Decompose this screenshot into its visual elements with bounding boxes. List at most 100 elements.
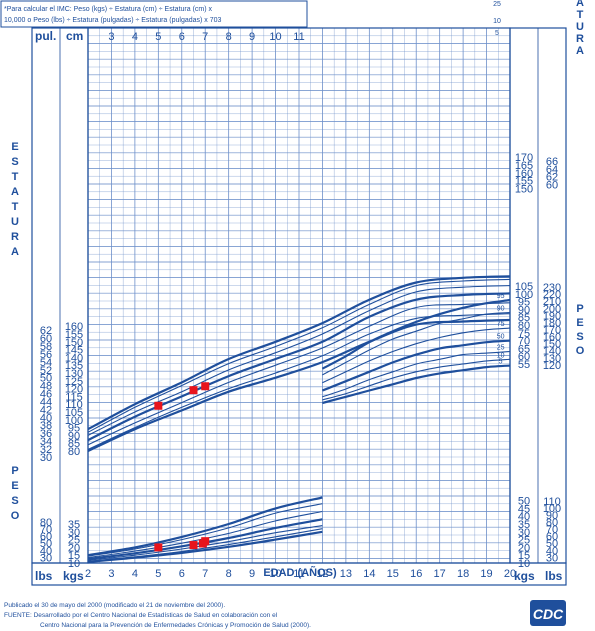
stature-in-tick: 44 [40, 396, 52, 408]
stature-curve-p90 [87, 278, 511, 433]
svg-text:A: A [11, 186, 19, 198]
stature-curve-p10 [87, 313, 511, 450]
stature-cm-tick: 125 [65, 376, 83, 388]
weight-kg-tick-right-lower: 25 [518, 535, 530, 547]
weight-lb-tick-right: 150 [543, 339, 561, 351]
age-tick-bottom: 4 [132, 568, 138, 580]
age-tick-bottom: 11 [293, 568, 304, 580]
estatura-left-label: E S T A T U R A [11, 141, 19, 258]
stature-cm-tick-right: 160 [515, 168, 533, 180]
weight-kg-tick-left: 20 [68, 542, 80, 554]
svg-text:U: U [11, 216, 19, 228]
age-tick-top: 7 [202, 31, 208, 43]
weight-kg-tick-left: 30 [68, 527, 80, 539]
weight-lb-tick-right-lower: 50 [546, 538, 558, 550]
age-tick-bottom: 14 [363, 568, 375, 580]
weight-kg-tick-right-lower: 35 [518, 519, 530, 531]
svg-text:S: S [576, 331, 583, 343]
age-tick-bottom: 17 [434, 568, 446, 580]
svg-text:O: O [11, 510, 20, 522]
age-tick-top: 3 [108, 31, 114, 43]
weight-measurement [189, 541, 198, 550]
weight-percentile-label: 50 [497, 334, 505, 341]
stature-in-tick: 32 [40, 444, 52, 456]
peso-right-label: P E S O [576, 303, 585, 357]
svg-text:E: E [576, 317, 583, 329]
kgs-unit-label-right: kgs [514, 569, 535, 583]
svg-text:T: T [12, 171, 19, 183]
weight-kg-tick-left: 25 [68, 535, 80, 547]
stature-in-tick: 58 [40, 341, 52, 353]
stature-in-tick: 62 [40, 325, 52, 337]
weight-lb-tick-right: 180 [543, 317, 561, 329]
bmi-note: *Para calcular el IMC: Peso (kgs) ÷ Esta… [0, 0, 308, 28]
age-tick-bottom: 16 [410, 568, 422, 580]
stature-cm-tick-right: 155 [515, 176, 533, 188]
weight-curve-lower-p90 [87, 503, 323, 557]
age-tick-bottom: 6 [179, 568, 185, 580]
tick-labels: 5102550759095510258085909510010511011512… [40, 1, 561, 580]
age-tick-top: 11 [293, 31, 304, 43]
age-tick-bottom: 15 [387, 568, 399, 580]
stature-percentile-label: 25 [493, 1, 501, 8]
age-band [31, 562, 567, 586]
svg-text:U: U [576, 21, 584, 33]
svg-text:A: A [576, 0, 584, 9]
svg-text:T: T [577, 9, 584, 21]
age-tick-top: 5 [155, 31, 161, 43]
stature-cm-tick: 85 [68, 438, 80, 450]
svg-text:A: A [576, 45, 584, 57]
weight-curve-upper-p75 [322, 327, 511, 384]
svg-text:P: P [11, 465, 18, 477]
stature-cm-tick-right: 170 [515, 152, 533, 164]
age-tick-bottom: 9 [249, 568, 255, 580]
stature-cm-tick: 155 [65, 329, 83, 341]
x-axis-title: EDAD (AÑOS) [263, 566, 337, 579]
stature-in-tick-right: 66 [546, 156, 558, 168]
svg-text:R: R [11, 231, 19, 243]
weight-lb-tick-left: 70 [40, 524, 52, 536]
weight-curve-upper-p90 [322, 311, 511, 376]
footer-line-2: FUENTE: Desarrollado por el Centro Nacio… [4, 612, 278, 619]
stature-curve-p25 [87, 302, 511, 446]
weight-percentile-label: 25 [497, 345, 505, 352]
weight-lb-tick-right: 210 [543, 296, 561, 308]
age-tick-top: 4 [132, 31, 138, 43]
weight-percentile-label: 90 [497, 306, 505, 313]
weight-lb-tick-right-lower: 60 [546, 531, 558, 543]
stature-in-tick: 38 [40, 420, 52, 432]
svg-text:E: E [11, 141, 18, 153]
stature-in-tick: 60 [40, 333, 52, 345]
footer-line-3: Centro Nacional para la Prevención de En… [40, 622, 311, 629]
svg-text:S: S [11, 156, 18, 168]
bmi-note-line-1: *Para calcular el IMC: Peso (kgs) ÷ Esta… [4, 6, 213, 13]
age-tick-bottom: 12 [316, 568, 328, 580]
age-tick-top: 6 [179, 31, 185, 43]
weight-kg-tick-right: 60 [518, 351, 530, 363]
age-tick-bottom: 8 [226, 568, 232, 580]
weight-kg-tick-right: 80 [518, 320, 530, 332]
stature-percentile-label: 10 [493, 18, 501, 25]
weight-kg-tick-right-lower: 15 [518, 550, 530, 562]
age-tick-bottom: 19 [480, 568, 492, 580]
svg-text:R: R [576, 33, 584, 45]
weight-kg-tick-right: 100 [515, 289, 533, 301]
stature-in-tick-right: 64 [546, 164, 558, 176]
estatura-right-label: A T U R A [576, 0, 584, 57]
stature-percentile-label: 5 [495, 30, 499, 37]
age-tick-bottom: 20 [504, 568, 516, 580]
lbs-unit-label-right: lbs [545, 569, 563, 583]
stature-cm-tick: 135 [65, 360, 83, 372]
stature-measurement [201, 382, 210, 391]
weight-percentile-label: 5 [499, 359, 503, 366]
weight-kg-tick-right: 70 [518, 336, 530, 348]
stature-cm-tick: 95 [68, 423, 80, 435]
kgs-unit-label-left: kgs [63, 569, 84, 583]
weight-percentile-label: 10 [497, 352, 505, 359]
weight-kg-tick-right: 75 [518, 328, 530, 340]
stature-cm-tick: 145 [65, 345, 83, 357]
weight-lb-tick-right: 160 [543, 332, 561, 344]
stature-cm-tick: 160 [65, 321, 83, 333]
cdc-logo: CDC [530, 600, 566, 626]
weight-kg-tick-left: 15 [68, 550, 80, 562]
